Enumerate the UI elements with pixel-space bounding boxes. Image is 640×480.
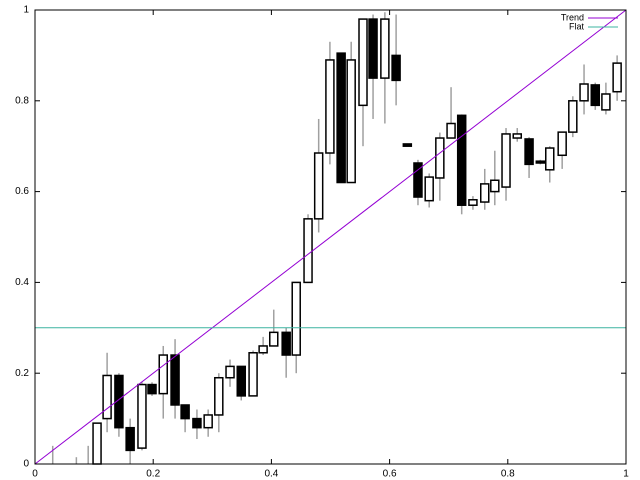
candle-body	[446, 122, 456, 139]
candle-body	[269, 331, 279, 347]
candle-body	[291, 281, 301, 356]
candle-body	[281, 331, 291, 356]
candle-body	[435, 137, 445, 179]
candle-body	[158, 354, 168, 395]
candle-body	[125, 426, 135, 452]
candle-body	[545, 147, 555, 171]
x-tick-label: 0	[32, 469, 38, 480]
candle-body	[380, 18, 390, 79]
candle-body	[391, 54, 401, 82]
candle-body	[114, 374, 124, 429]
candle-body	[568, 100, 578, 133]
candle-body	[203, 414, 213, 429]
candle-body	[225, 365, 235, 379]
candle-body	[92, 422, 102, 465]
plot-frame	[34, 9, 627, 465]
candle-body	[346, 59, 356, 184]
candle-body	[313, 152, 324, 220]
x-tick-label: 0.6	[383, 469, 397, 480]
x-tick-label: 1	[623, 469, 629, 480]
candle-body	[612, 62, 622, 93]
legend-label: Flat	[569, 21, 585, 31]
candle-body	[137, 383, 147, 449]
y-tick-label: 0.8	[15, 95, 29, 106]
candle-body	[535, 160, 546, 164]
candle-body	[248, 352, 258, 397]
candle-body	[480, 183, 490, 203]
candle-body	[358, 18, 368, 107]
candle-body	[512, 133, 523, 139]
candle-body	[590, 84, 601, 107]
candle-body	[601, 93, 611, 111]
candle-body	[214, 376, 224, 416]
y-tick-label: 1	[23, 5, 29, 16]
candle-body	[192, 417, 202, 429]
candle-body	[413, 162, 423, 198]
y-tick-label: 0.4	[15, 277, 29, 288]
x-tick-label: 0.8	[501, 469, 515, 480]
candle-body	[336, 52, 346, 184]
x-tick-label: 0.4	[264, 469, 278, 480]
candle-body	[524, 138, 534, 166]
candle-body	[424, 176, 434, 202]
y-tick-label: 0	[23, 459, 29, 470]
legend-label: Trend	[561, 12, 584, 22]
candle-body	[102, 374, 112, 420]
candle-body	[468, 199, 478, 206]
y-tick-label: 0.2	[15, 368, 29, 379]
candle-body	[490, 179, 500, 193]
candle-body	[325, 59, 335, 154]
candle-body	[557, 131, 567, 157]
candle-body	[258, 345, 268, 354]
candle-body	[236, 365, 247, 397]
candle-body	[180, 404, 190, 420]
x-tick-label: 0.2	[146, 469, 160, 480]
y-tick-label: 0.6	[15, 186, 29, 197]
candle-body	[501, 133, 511, 188]
candle-body	[456, 114, 467, 206]
candle-body	[303, 218, 313, 284]
candle-body	[579, 83, 589, 102]
candle-body	[147, 383, 157, 395]
candle-body	[170, 354, 180, 406]
line	[34, 9, 627, 465]
candle-body	[368, 18, 378, 79]
candle-body	[402, 143, 413, 147]
